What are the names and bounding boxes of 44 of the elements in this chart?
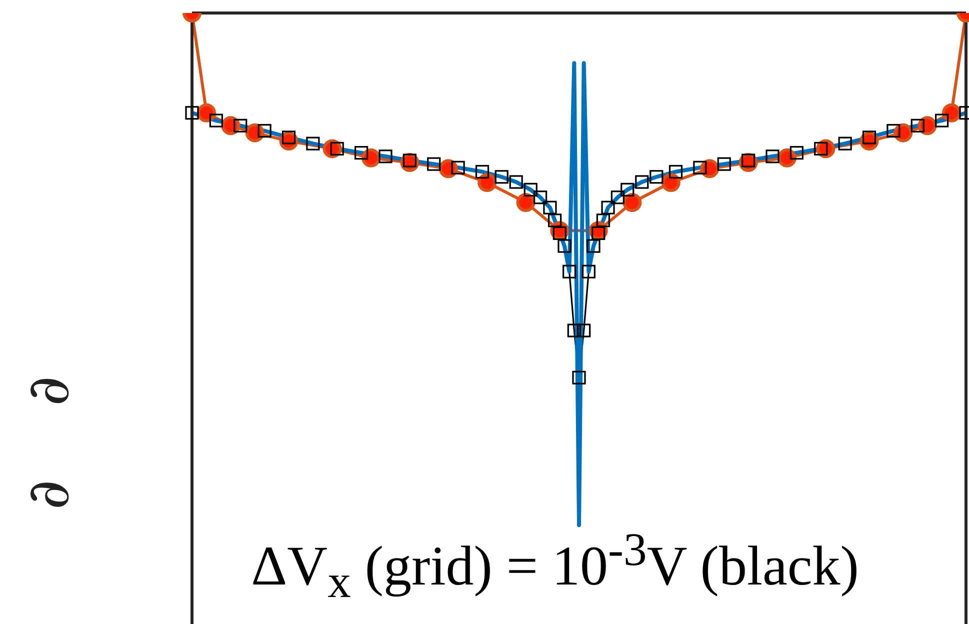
point xyxy=(475,164,490,179)
point xyxy=(610,190,624,204)
point xyxy=(209,114,223,128)
point xyxy=(622,192,642,212)
point xyxy=(478,173,497,192)
annotation: ΔV$_{x}$ (grid) = 10$^{-3}$V (black) xyxy=(251,523,859,609)
point xyxy=(586,239,600,253)
point xyxy=(766,150,780,164)
point xyxy=(427,157,441,171)
point xyxy=(451,160,465,174)
point xyxy=(935,114,949,128)
point xyxy=(306,136,320,150)
point xyxy=(838,136,852,150)
point xyxy=(693,160,707,174)
point xyxy=(601,200,615,214)
point xyxy=(562,264,576,278)
point xyxy=(567,324,581,338)
point xyxy=(596,214,610,228)
point xyxy=(572,370,586,384)
point xyxy=(378,150,392,164)
point xyxy=(650,170,664,184)
point xyxy=(910,118,924,132)
point xyxy=(620,182,634,196)
point xyxy=(354,146,368,160)
point xyxy=(790,146,804,160)
point xyxy=(185,106,199,120)
point xyxy=(577,324,591,338)
point xyxy=(234,118,248,132)
point xyxy=(558,239,572,253)
point xyxy=(534,190,548,204)
point xyxy=(582,264,596,278)
point xyxy=(516,192,536,212)
point xyxy=(668,164,683,179)
point xyxy=(548,214,562,228)
point xyxy=(509,175,523,189)
point xyxy=(543,200,557,214)
point xyxy=(524,182,538,196)
point xyxy=(258,124,272,138)
point xyxy=(717,157,731,171)
point xyxy=(494,170,508,184)
point xyxy=(886,124,900,138)
point xyxy=(661,173,680,192)
point xyxy=(635,175,649,189)
y-axis-title: ∂ ∂ xyxy=(14,376,82,510)
